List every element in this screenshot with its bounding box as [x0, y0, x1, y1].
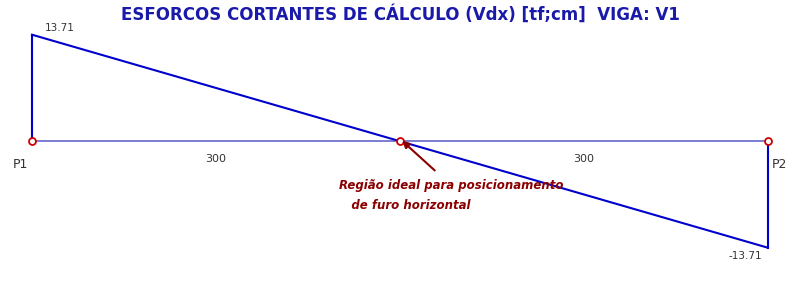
Text: ESFORCOS CORTANTES DE CÁLCULO (Vdx) [tf;cm]  VIGA: V1: ESFORCOS CORTANTES DE CÁLCULO (Vdx) [tf;… [121, 5, 679, 24]
Text: 300: 300 [206, 154, 226, 164]
Text: P1: P1 [13, 158, 28, 171]
Text: -13.71: -13.71 [728, 251, 762, 261]
Text: de furo horizontal: de furo horizontal [338, 199, 470, 212]
Text: 300: 300 [574, 154, 594, 164]
Text: Região ideal para posicionamento: Região ideal para posicionamento [338, 179, 563, 192]
Text: 13.71: 13.71 [44, 23, 74, 33]
Text: P2: P2 [772, 158, 787, 171]
